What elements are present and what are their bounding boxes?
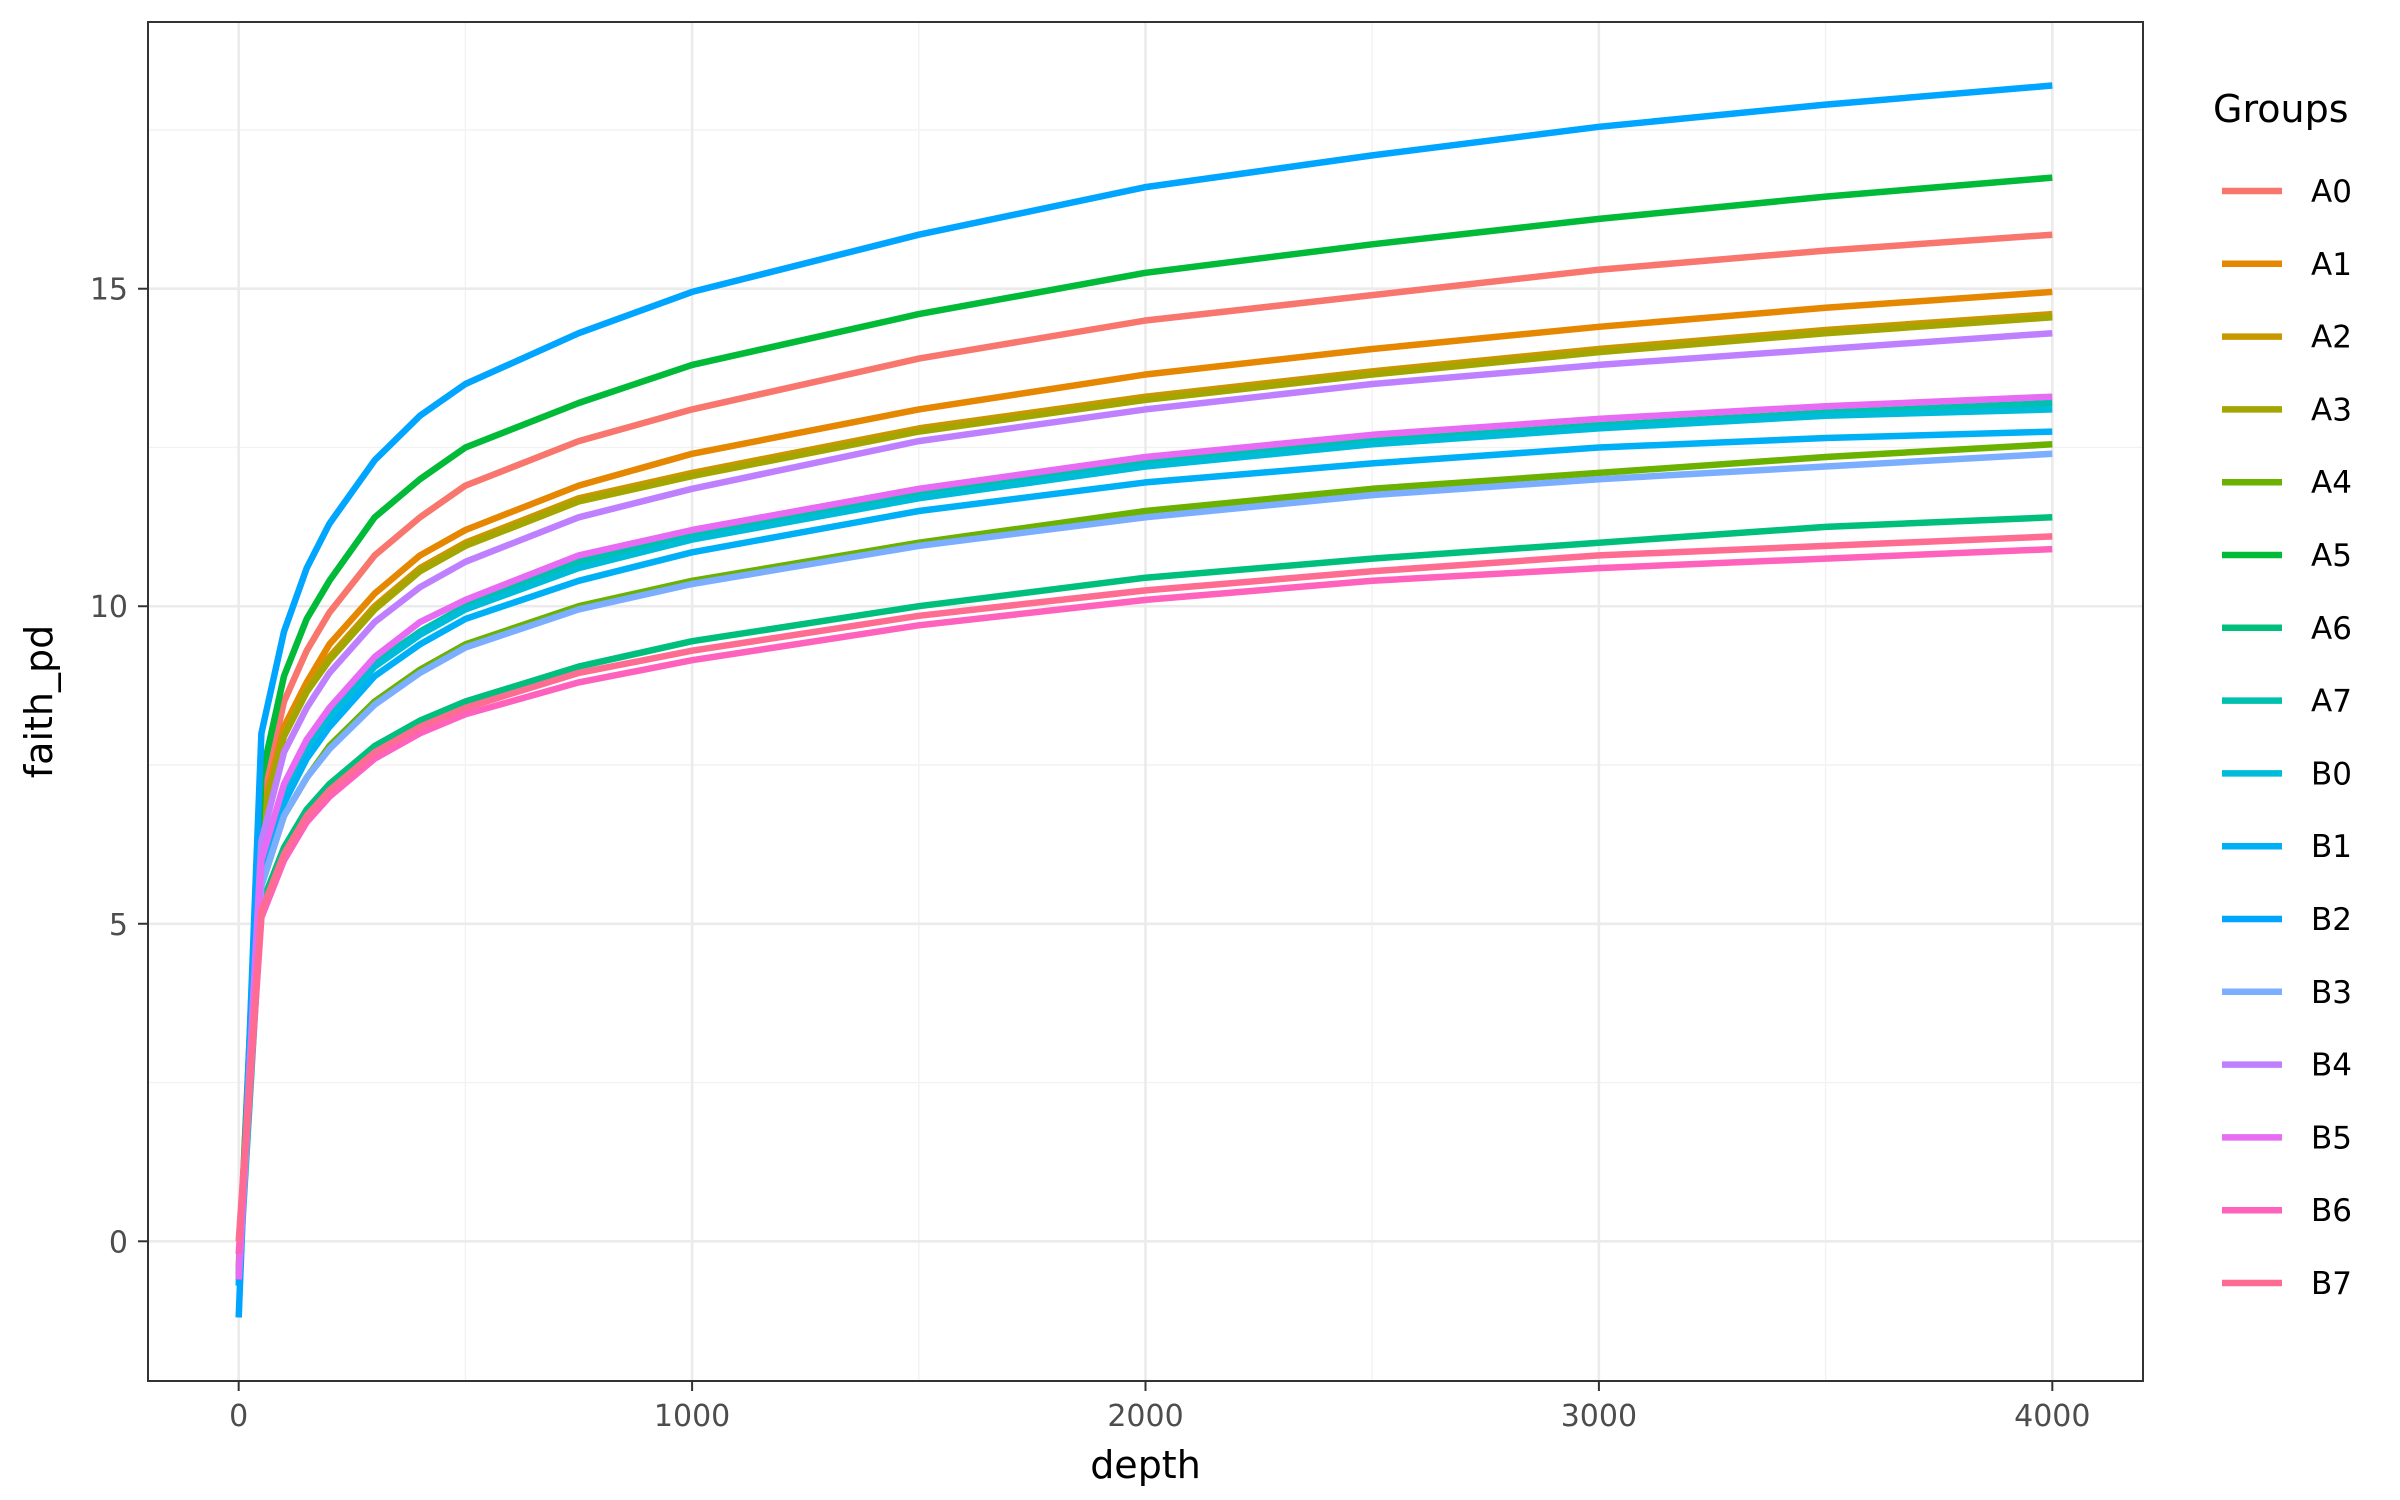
- legend-item-B3: B3: [2222, 975, 2352, 1011]
- y-tick-label: 0: [109, 1225, 128, 1260]
- legend-label-A3: A3: [2311, 392, 2352, 428]
- legend-item-A3: A3: [2222, 392, 2352, 428]
- x-tick-label: 3000: [1561, 1399, 1637, 1434]
- x-tick-label: 4000: [2014, 1399, 2090, 1434]
- legend-item-A5: A5: [2222, 538, 2352, 574]
- x-axis-title: depth: [1090, 1443, 1201, 1487]
- series-line-B1: [235, 428, 2053, 1286]
- legend-label-B4: B4: [2311, 1048, 2352, 1084]
- legend-label-A0: A0: [2311, 174, 2352, 210]
- series-line-B4: [235, 329, 2053, 1274]
- series-line-A5: [235, 174, 2053, 1280]
- legend-label-A7: A7: [2311, 684, 2352, 720]
- legend-label-A4: A4: [2311, 465, 2352, 501]
- x-tick-label: 2000: [1107, 1399, 1183, 1434]
- y-tick-label: 5: [109, 908, 128, 943]
- legend-title: Groups: [2213, 87, 2349, 131]
- legend-item-A4: A4: [2222, 465, 2352, 501]
- y-axis-title: faith_pd: [17, 625, 61, 778]
- series-line-B5: [235, 393, 2053, 1280]
- legend-items: A0 A1 A2 A3 A4 A5 A6 A7 B0 B1 B2 B3 B4 B5 B6 B7: [2222, 174, 2352, 1302]
- legend-label-B5: B5: [2311, 1120, 2352, 1156]
- x-tick-label: 0: [229, 1399, 248, 1434]
- y-axis: 0 5 10 15: [90, 273, 148, 1260]
- series-line-B2: [235, 82, 2053, 1318]
- legend-label-A1: A1: [2311, 247, 2352, 283]
- legend-item-B5: B5: [2222, 1120, 2352, 1156]
- legend-item-B6: B6: [2222, 1193, 2352, 1229]
- legend-label-A5: A5: [2311, 538, 2352, 574]
- legend-item-B0: B0: [2222, 756, 2352, 792]
- x-axis: 0 1000 2000 3000 4000: [229, 1381, 2090, 1434]
- legend-item-B2: B2: [2222, 902, 2352, 938]
- legend-label-B3: B3: [2311, 975, 2352, 1011]
- legend-item-A2: A2: [2222, 320, 2352, 356]
- series-line-A0: [235, 231, 2053, 1267]
- legend-label-B0: B0: [2311, 756, 2352, 792]
- y-tick-label: 10: [90, 590, 128, 625]
- legend-label-A6: A6: [2311, 611, 2352, 647]
- legend: Groups A0 A1 A2 A3 A4 A5 A6 A7 B0 B1 B2 B3 B4 B5 B6 B7: [2213, 87, 2352, 1302]
- legend-item-A6: A6: [2222, 611, 2352, 647]
- legend-item-B4: B4: [2222, 1048, 2352, 1084]
- legend-item-A0: A0: [2222, 174, 2352, 210]
- series-line-B6: [235, 545, 2053, 1255]
- legend-label-B1: B1: [2311, 829, 2352, 865]
- legend-item-B7: B7: [2222, 1266, 2352, 1302]
- series-lines: [235, 82, 2053, 1318]
- series-line-B0: [235, 406, 2053, 1280]
- series-line-A3: [235, 314, 2053, 1274]
- legend-label-B7: B7: [2311, 1266, 2352, 1302]
- x-tick-label: 1000: [654, 1399, 730, 1434]
- legend-label-B6: B6: [2311, 1193, 2352, 1229]
- legend-label-A2: A2: [2311, 320, 2352, 356]
- plot-panel: [147, 21, 2144, 1382]
- series-line-B3: [235, 450, 2053, 1280]
- legend-item-B1: B1: [2222, 829, 2352, 865]
- y-tick-label: 15: [90, 273, 128, 308]
- legend-item-A1: A1: [2222, 247, 2352, 283]
- legend-label-B2: B2: [2311, 902, 2352, 938]
- series-line-B7: [235, 533, 2053, 1242]
- legend-item-A7: A7: [2222, 684, 2352, 720]
